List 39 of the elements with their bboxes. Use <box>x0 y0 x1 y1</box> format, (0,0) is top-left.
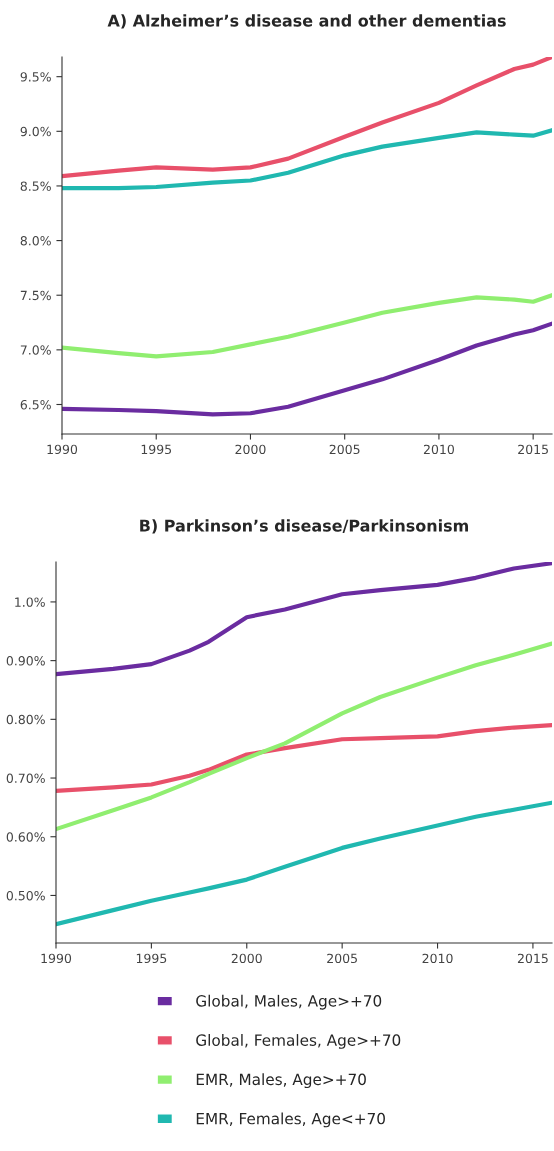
line-series <box>62 57 552 179</box>
legend-label: EMR, Males, Age>+70 <box>196 1073 366 1089</box>
y-tick-label: 8.0% <box>20 236 51 246</box>
y-tick-label: 0.80% <box>6 714 45 725</box>
line-series <box>56 723 552 794</box>
y-tick-label: 8.5% <box>20 181 51 191</box>
x-tick-label: 2005 <box>327 953 357 964</box>
x-tick-label: 2005 <box>329 444 360 455</box>
line-series <box>62 293 552 359</box>
line-series <box>56 562 552 677</box>
y-tick-label: 7.0% <box>20 345 51 355</box>
x-tick-label: 1990 <box>47 444 78 455</box>
y-tick-label: 0.60% <box>6 832 45 842</box>
x-tick-label: 2010 <box>423 444 454 455</box>
x-tick-label: 2000 <box>231 953 262 964</box>
y-tick-label: 9.5% <box>20 72 51 82</box>
y-tick-label: 7.5% <box>20 290 51 301</box>
x-tick-label: 1995 <box>141 444 172 455</box>
x-tick-label: 1990 <box>41 953 72 964</box>
chart-title: A) Alzheimer’s disease and other dementias <box>107 14 506 29</box>
x-tick-label: 2000 <box>235 444 266 455</box>
x-tick-label: 1995 <box>136 953 167 964</box>
line-series <box>56 800 552 927</box>
x-tick-label: 2010 <box>422 953 453 964</box>
x-tick-label: 2015 <box>518 444 548 455</box>
x-tick-label: 2015 <box>517 953 548 964</box>
y-tick-label: 0.70% <box>6 773 45 783</box>
line-series <box>62 128 552 191</box>
y-tick-label: 0.50% <box>6 890 45 901</box>
legend-label: Global, Males, Age>+70 <box>196 994 382 1010</box>
y-tick-label: 0.90% <box>6 656 45 666</box>
y-tick-label: 6.5% <box>20 399 51 410</box>
legend-label: Global, Females, Age>+70 <box>196 1034 401 1049</box>
legend-label: EMR, Females, Age<+70 <box>196 1112 385 1128</box>
y-tick-label: 9.0% <box>20 126 51 137</box>
line-series <box>56 641 552 832</box>
y-tick-label: 1.0% <box>15 597 45 607</box>
line-series <box>62 321 552 417</box>
chart-title: B) Parkinson’s disease/Parkinsonism <box>140 519 468 534</box>
